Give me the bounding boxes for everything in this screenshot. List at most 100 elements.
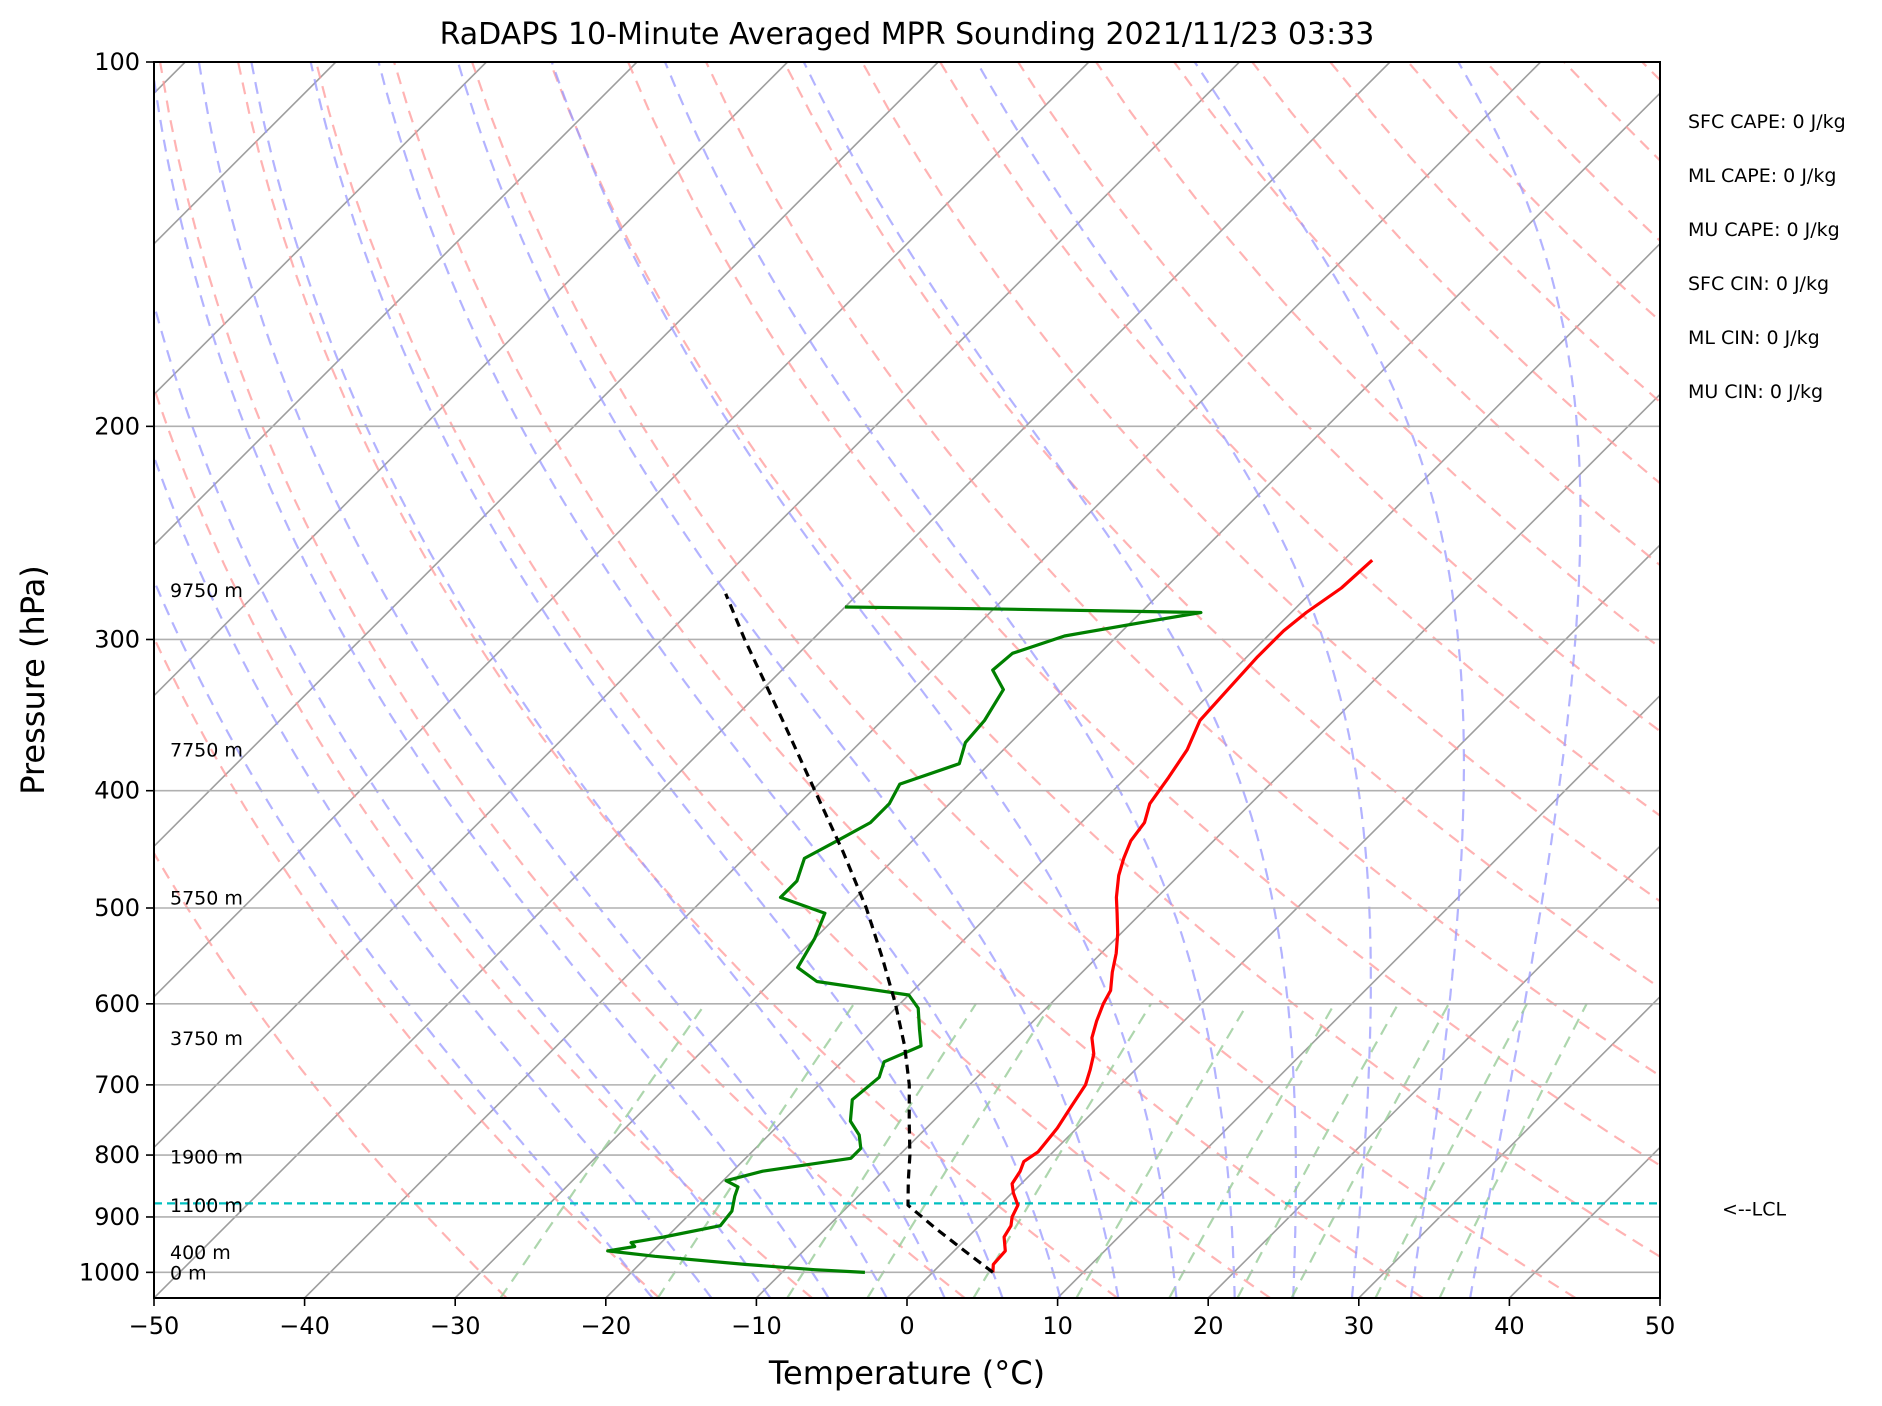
x-tick-label: −50 [129,1312,180,1340]
isotherm-line [605,242,1660,1298]
mixing-ratio-line [972,1003,1152,1298]
moist-adiabat [1457,62,1582,1298]
height-label: 1100 m [170,1195,243,1217]
moist-adiabat [154,453,713,1298]
isotherm-line [154,62,638,547]
isotherm-line [454,92,1660,1298]
mixing-ratio-line [499,1003,707,1298]
mixing-ratio-line [786,1003,977,1298]
dry-adiabat [315,62,1271,1298]
mixing-ratio-line [1075,1003,1249,1298]
dry-adiabat [159,62,966,1298]
x-axis-label: Temperature (°C) [768,1354,1045,1392]
stability-index: ML CIN: 0 J/kg [1688,327,1820,349]
height-label: 9750 m [170,580,243,602]
y-tick-label: 900 [94,1203,140,1231]
isotherm-line [906,543,1660,1298]
lcl-line-group: <--LCL [154,1198,1786,1220]
y-axis-label: Pressure (hPa) [14,565,52,795]
isotherm-line [1508,1146,1660,1298]
moist-adiabat [377,62,1062,1298]
x-tick-label: 30 [1344,1312,1375,1340]
dry-adiabat [154,635,661,1298]
isotherm-line [1811,62,1882,1298]
isotherm-line [154,62,1391,1298]
stability-index: SFC CIN: 0 J/kg [1688,273,1829,295]
dry-adiabat [549,62,1660,1258]
stability-index: MU CIN: 0 J/kg [1688,381,1823,403]
isotherm-line [1659,1296,1660,1298]
x-tick-label: 20 [1193,1312,1224,1340]
moist-adiabat [154,300,772,1298]
y-axis-ticks: 100 200 300 400 500 600 700 800 900 1000 [79,48,154,1286]
dry-adiabat [471,62,1577,1298]
moist-adiabat [663,62,1236,1298]
dry-adiabat [939,62,1660,818]
dry-adiabat [1563,62,1660,162]
mixing-ratio-line [1438,1003,1588,1298]
y-tick-label: 1000 [79,1258,140,1286]
dry-adiabat [705,62,1660,1078]
x-tick-label: −30 [430,1312,481,1340]
x-tick-label: −10 [731,1312,782,1340]
dry-adiabat [393,62,1424,1298]
moist-adiabat [250,62,946,1298]
temperature-trace [991,559,1374,1273]
isotherm-line [154,62,789,697]
dry-adiabat [627,62,1660,1167]
isotherm-line [154,62,1240,1149]
stability-index: ML CAPE: 0 J/kg [1688,165,1836,187]
x-tick-label: 50 [1645,1312,1676,1340]
dry-adiabat [154,384,813,1298]
x-tick-label: 10 [1042,1312,1073,1340]
sounding-traces [606,559,1374,1274]
mixing-ratio-line [866,1003,1053,1298]
y-tick-label: 700 [94,1071,140,1099]
y-tick-label: 100 [94,48,140,76]
moist-adiabat [550,62,1178,1298]
dry-adiabat [1329,62,1660,404]
mixing-ratio-line [1168,1003,1336,1298]
isotherm-line [154,62,487,396]
moist-adiabat [154,578,654,1298]
dry-adiabat [1173,62,1660,567]
background-lines [154,62,1882,1298]
dry-adiabat [1407,62,1660,323]
dry-adiabat [1251,62,1660,485]
x-tick-label: 0 [899,1312,914,1340]
parcel-trace [724,593,994,1274]
moist-adiabat [197,62,888,1298]
mixing-ratio-line [1236,1003,1400,1298]
height-label: 1900 m [170,1146,243,1168]
dry-adiabat [1641,62,1660,82]
dry-adiabat [783,62,1660,990]
chart-title: RaDAPS 10-Minute Averaged MPR Sounding 2… [440,17,1375,52]
stability-indices: SFC CAPE: 0 J/kg ML CAPE: 0 J/kg MU CAPE: … [1688,111,1846,403]
height-label: 5750 m [170,887,243,909]
dry-adiabat [1720,62,1882,1298]
x-tick-label: −40 [279,1312,330,1340]
isotherm-line [1057,694,1660,1298]
height-label: 0 m [170,1262,207,1284]
y-tick-label: 600 [94,990,140,1018]
moist-adiabat [1193,62,1465,1298]
x-axis-ticks: −50 −40 −30 −20 −10 0 10 20 30 40 50 [129,1298,1676,1340]
y-tick-label: 200 [94,412,140,440]
plot-frame [153,61,1661,1299]
moist-adiabat [802,62,1297,1298]
stability-index: MU CAPE: 0 J/kg [1688,219,1840,241]
moist-adiabat [309,62,1004,1298]
x-tick-label: 40 [1494,1312,1525,1340]
height-label: 3750 m [170,1028,243,1050]
dry-adiabat [1017,62,1660,733]
y-tick-label: 800 [94,1141,140,1169]
isotherm-line [1207,845,1660,1298]
mixing-ratio-line [1374,1003,1528,1298]
dry-adiabat [1095,62,1660,650]
isotherm-line [154,62,1090,998]
isotherm-line [304,62,1542,1298]
dry-adiabat [1485,62,1660,243]
lcl-label: <--LCL [1722,1198,1786,1220]
